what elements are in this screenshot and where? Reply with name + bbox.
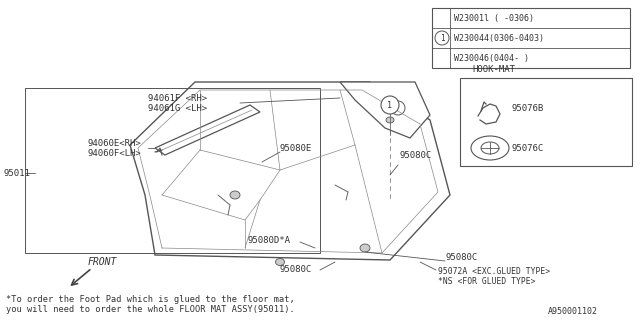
Text: W230044(0306-0403): W230044(0306-0403)	[454, 34, 544, 43]
Text: 95080D*A: 95080D*A	[248, 236, 291, 244]
Circle shape	[381, 96, 399, 114]
Text: 1: 1	[387, 100, 392, 109]
Text: FRONT: FRONT	[88, 257, 117, 267]
Text: *NS <FOR GLUED TYPE>: *NS <FOR GLUED TYPE>	[438, 277, 536, 286]
Text: *To order the Foot Pad which is glued to the floor mat,: *To order the Foot Pad which is glued to…	[6, 294, 295, 303]
Text: 95080E: 95080E	[280, 143, 312, 153]
Ellipse shape	[481, 142, 499, 154]
Ellipse shape	[471, 136, 509, 160]
Text: you will need to order the whole FLOOR MAT ASSY(95011).: you will need to order the whole FLOOR M…	[6, 305, 295, 314]
Circle shape	[435, 31, 449, 45]
Ellipse shape	[230, 191, 240, 199]
Text: 1: 1	[440, 34, 444, 43]
Ellipse shape	[386, 117, 394, 123]
Ellipse shape	[275, 259, 285, 266]
Bar	[460, 78, 632, 166]
Text: 94061G <LH>: 94061G <LH>	[148, 103, 207, 113]
Text: HOOK-MAT: HOOK-MAT	[472, 65, 515, 74]
Text: W23001l ( -0306): W23001l ( -0306)	[454, 13, 534, 22]
Text: 95072A <EXC.GLUED TYPE>: 95072A <EXC.GLUED TYPE>	[438, 268, 550, 276]
Bar	[25, 88, 320, 253]
Circle shape	[391, 101, 405, 115]
Text: 95080C: 95080C	[400, 150, 432, 159]
Text: W230046(0404- ): W230046(0404- )	[454, 53, 529, 62]
Text: 94060E<RH>: 94060E<RH>	[88, 139, 141, 148]
Text: A950001102: A950001102	[548, 308, 598, 316]
Bar	[432, 8, 630, 68]
Text: 95011: 95011	[4, 169, 31, 178]
Text: 94060F<LH>: 94060F<LH>	[88, 148, 141, 157]
Ellipse shape	[360, 244, 370, 252]
Text: 94061F <RH>: 94061F <RH>	[148, 93, 207, 102]
Text: 95076B: 95076B	[512, 103, 544, 113]
Polygon shape	[340, 82, 430, 138]
Polygon shape	[130, 82, 450, 260]
Polygon shape	[155, 105, 260, 155]
Text: 95076C: 95076C	[512, 143, 544, 153]
Text: 95080C: 95080C	[445, 253, 477, 262]
Text: 95080C: 95080C	[280, 266, 312, 275]
